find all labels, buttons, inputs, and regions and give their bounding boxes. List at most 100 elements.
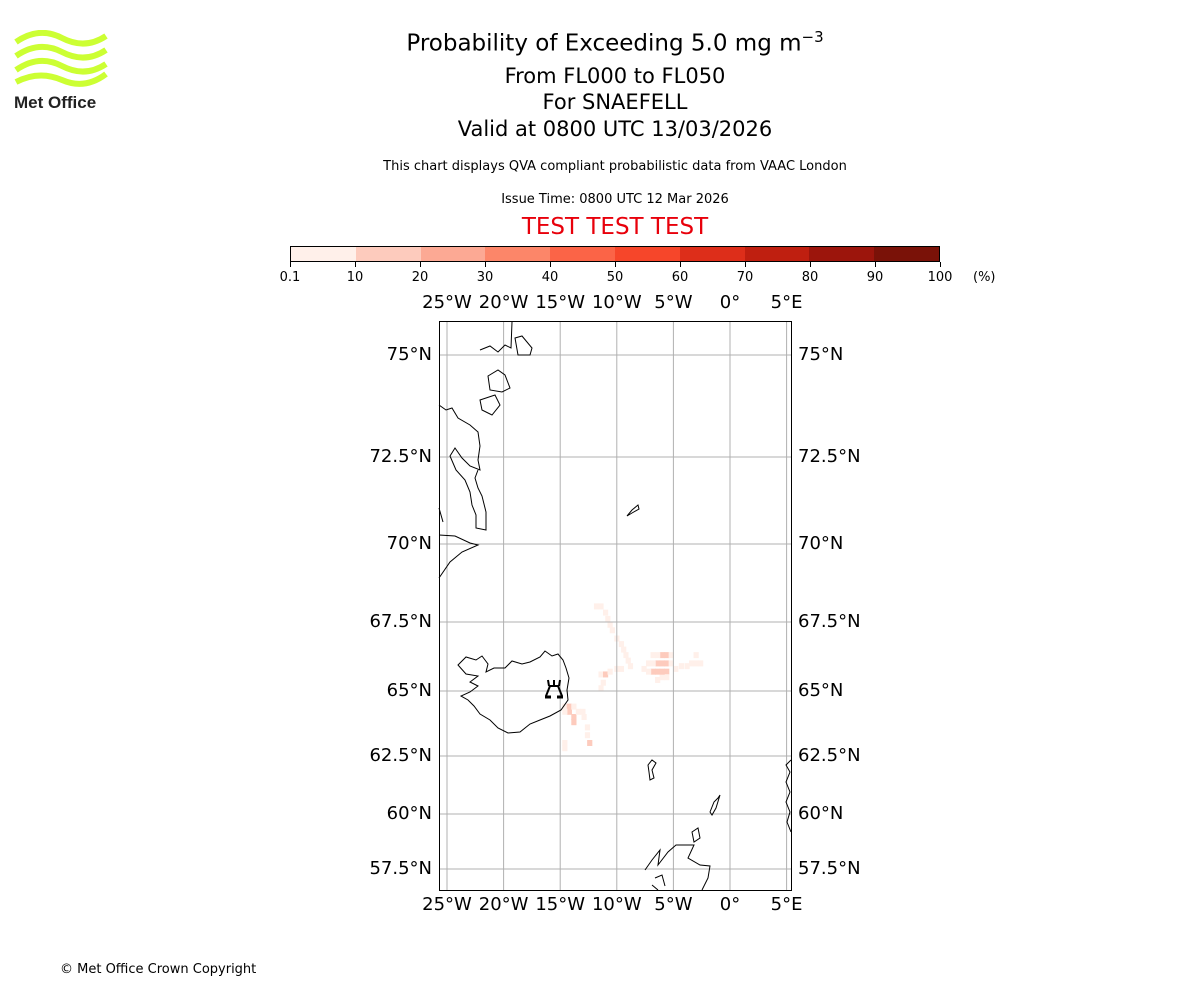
colorbar-tick-label: 100 <box>927 270 953 285</box>
colorbar-tick-label: 70 <box>736 270 754 285</box>
probability-cell <box>655 660 661 667</box>
lon-label-top: 25°W <box>422 292 472 313</box>
colorbar-tick-label: 40 <box>541 270 559 285</box>
probability-cell <box>618 641 625 648</box>
coast-faroes <box>647 759 657 781</box>
probability-cell <box>571 714 577 720</box>
probability-cell <box>689 660 695 667</box>
colorbar-segment <box>550 247 615 261</box>
probability-cell <box>625 657 631 664</box>
probability-cell <box>602 671 609 678</box>
probability-cell <box>641 665 647 672</box>
probability-cell <box>562 703 568 710</box>
probability-cell <box>655 676 661 683</box>
probability-cell <box>655 652 661 659</box>
colorbar-tick <box>355 262 356 267</box>
probability-cell <box>571 703 577 710</box>
test-banner: TEST TEST TEST <box>521 214 709 240</box>
probability-cell <box>668 660 674 667</box>
colorbar-segment <box>874 247 939 261</box>
probability-cell <box>659 674 665 681</box>
colorbar-tick <box>420 262 421 267</box>
lat-label-left: 65°N <box>386 680 432 701</box>
probability-cell <box>645 660 652 667</box>
probability-cell <box>673 665 679 672</box>
probability-cell <box>618 665 625 672</box>
probability-cell <box>627 663 634 670</box>
probability-cell <box>693 652 699 659</box>
lat-label-right: 67.5°N <box>798 611 861 632</box>
probability-cell <box>698 660 704 667</box>
colorbar-tick <box>290 262 291 267</box>
lon-label-bottom: 25°W <box>422 894 472 915</box>
lon-label-top: 15°W <box>535 292 586 313</box>
probability-cell <box>562 708 568 715</box>
probability-cell <box>650 652 656 659</box>
probability-cell <box>571 719 577 726</box>
probability-cell <box>598 671 604 678</box>
coast-iceland <box>457 650 570 734</box>
met-office-waves-icon: Met Office <box>14 29 108 112</box>
volcano-icon <box>545 679 563 699</box>
probability-cell <box>600 679 606 686</box>
colorbar-segment <box>614 247 680 261</box>
coastlines <box>438 321 792 891</box>
lon-label-top: 20°W <box>478 292 529 313</box>
colorbar-segment <box>420 247 486 261</box>
probability-cell <box>659 652 665 659</box>
lat-label-left: 75°N <box>386 344 432 365</box>
colorbar-tick <box>940 262 941 267</box>
colorbar-tick <box>615 262 616 267</box>
colorbar-tick-label: 30 <box>476 270 494 285</box>
lat-label-right: 70°N <box>798 533 844 554</box>
probability-cell <box>584 732 591 739</box>
probability-cell <box>693 660 699 667</box>
lon-label-top: 5°E <box>770 292 803 313</box>
probability-cell <box>598 603 604 610</box>
lat-label-left: 70°N <box>386 533 432 554</box>
probability-cell <box>602 609 609 616</box>
coast-greenland <box>438 394 501 579</box>
lon-label-top: 0° <box>719 292 741 313</box>
lat-label-left: 72.5°N <box>369 446 432 467</box>
colorbar <box>290 246 940 262</box>
probability-cell <box>623 652 629 659</box>
issue-time: Issue Time: 0800 UTC 12 Mar 2026 <box>501 192 729 207</box>
probability-cell <box>607 621 613 628</box>
lon-label-top: 5°W <box>654 292 693 313</box>
probability-cell <box>650 660 656 667</box>
lon-label-bottom: 20°W <box>478 894 529 915</box>
colorbar-segment <box>809 247 875 261</box>
probability-cell <box>581 714 587 720</box>
coast-jan-mayen <box>626 504 640 517</box>
probability-cells <box>562 603 704 752</box>
graticule <box>440 322 791 890</box>
copyright: © Met Office Crown Copyright <box>60 962 257 977</box>
lat-label-right: 72.5°N <box>798 446 861 467</box>
colorbar-tick-label: 50 <box>606 270 624 285</box>
lat-label-right: 65°N <box>798 680 844 701</box>
volcano-name: For SNAEFELL <box>542 90 688 114</box>
colorbar-segment <box>679 247 745 261</box>
lat-label-right: 57.5°N <box>798 858 861 879</box>
lon-label-bottom: 5°W <box>654 894 693 915</box>
probability-cell <box>668 652 674 659</box>
colorbar-tick-label: 20 <box>411 270 429 285</box>
lon-label-top: 10°W <box>591 292 642 313</box>
probability-cell <box>580 708 586 715</box>
probability-cell <box>659 668 665 675</box>
colorbar-tick-label: 0.1 <box>279 270 301 285</box>
probability-cell <box>664 652 670 659</box>
colorbar-tick <box>745 262 746 267</box>
probability-cell <box>609 627 615 634</box>
lat-label-right: 75°N <box>798 344 844 365</box>
coast-norway <box>785 759 792 833</box>
probability-cell <box>650 668 656 675</box>
probability-cell <box>621 646 627 653</box>
lon-label-bottom: 15°W <box>535 894 586 915</box>
probability-cell <box>684 663 690 670</box>
probability-cell <box>605 615 611 622</box>
chart-title: Probability of Exceeding 5.0 mg m−3 <box>406 28 824 57</box>
lon-label-bottom: 10°W <box>591 894 642 915</box>
